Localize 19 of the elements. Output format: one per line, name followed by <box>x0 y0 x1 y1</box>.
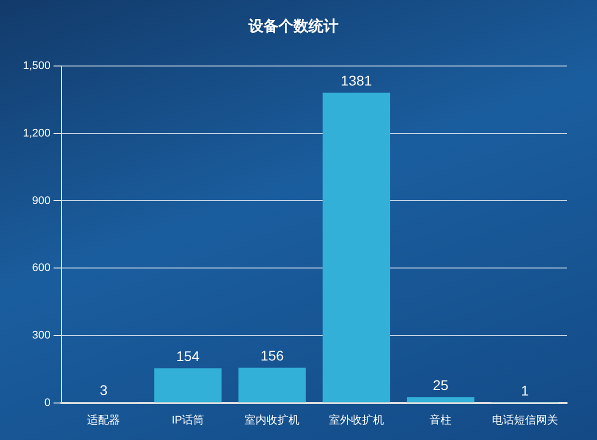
data-label: 154 <box>176 348 200 364</box>
x-tick-label: IP话筒 <box>172 413 204 426</box>
x-tick-label: 室外收扩机 <box>328 413 384 426</box>
data-label: 1381 <box>340 72 372 89</box>
y-tick-label: 1,200 <box>22 127 51 140</box>
x-tick-label: 适配器 <box>87 413 120 426</box>
x-tick-label: 音柱 <box>430 413 452 426</box>
y-tick-label: 300 <box>32 329 51 342</box>
y-tick-label: 600 <box>32 262 51 274</box>
x-tick-label: 电话短信网关 <box>492 413 558 426</box>
chart-title: 设备个数统计 <box>248 18 338 36</box>
y-tick-label: 900 <box>32 194 51 207</box>
y-tick-label: 0 <box>44 396 51 409</box>
y-tick-label: 1,500 <box>22 60 51 72</box>
data-label: 1 <box>520 382 529 398</box>
data-label: 156 <box>260 348 284 364</box>
x-tick-label: 室内收扩机 <box>244 413 300 426</box>
data-label: 3 <box>100 382 108 398</box>
data-label: 25 <box>432 377 449 394</box>
